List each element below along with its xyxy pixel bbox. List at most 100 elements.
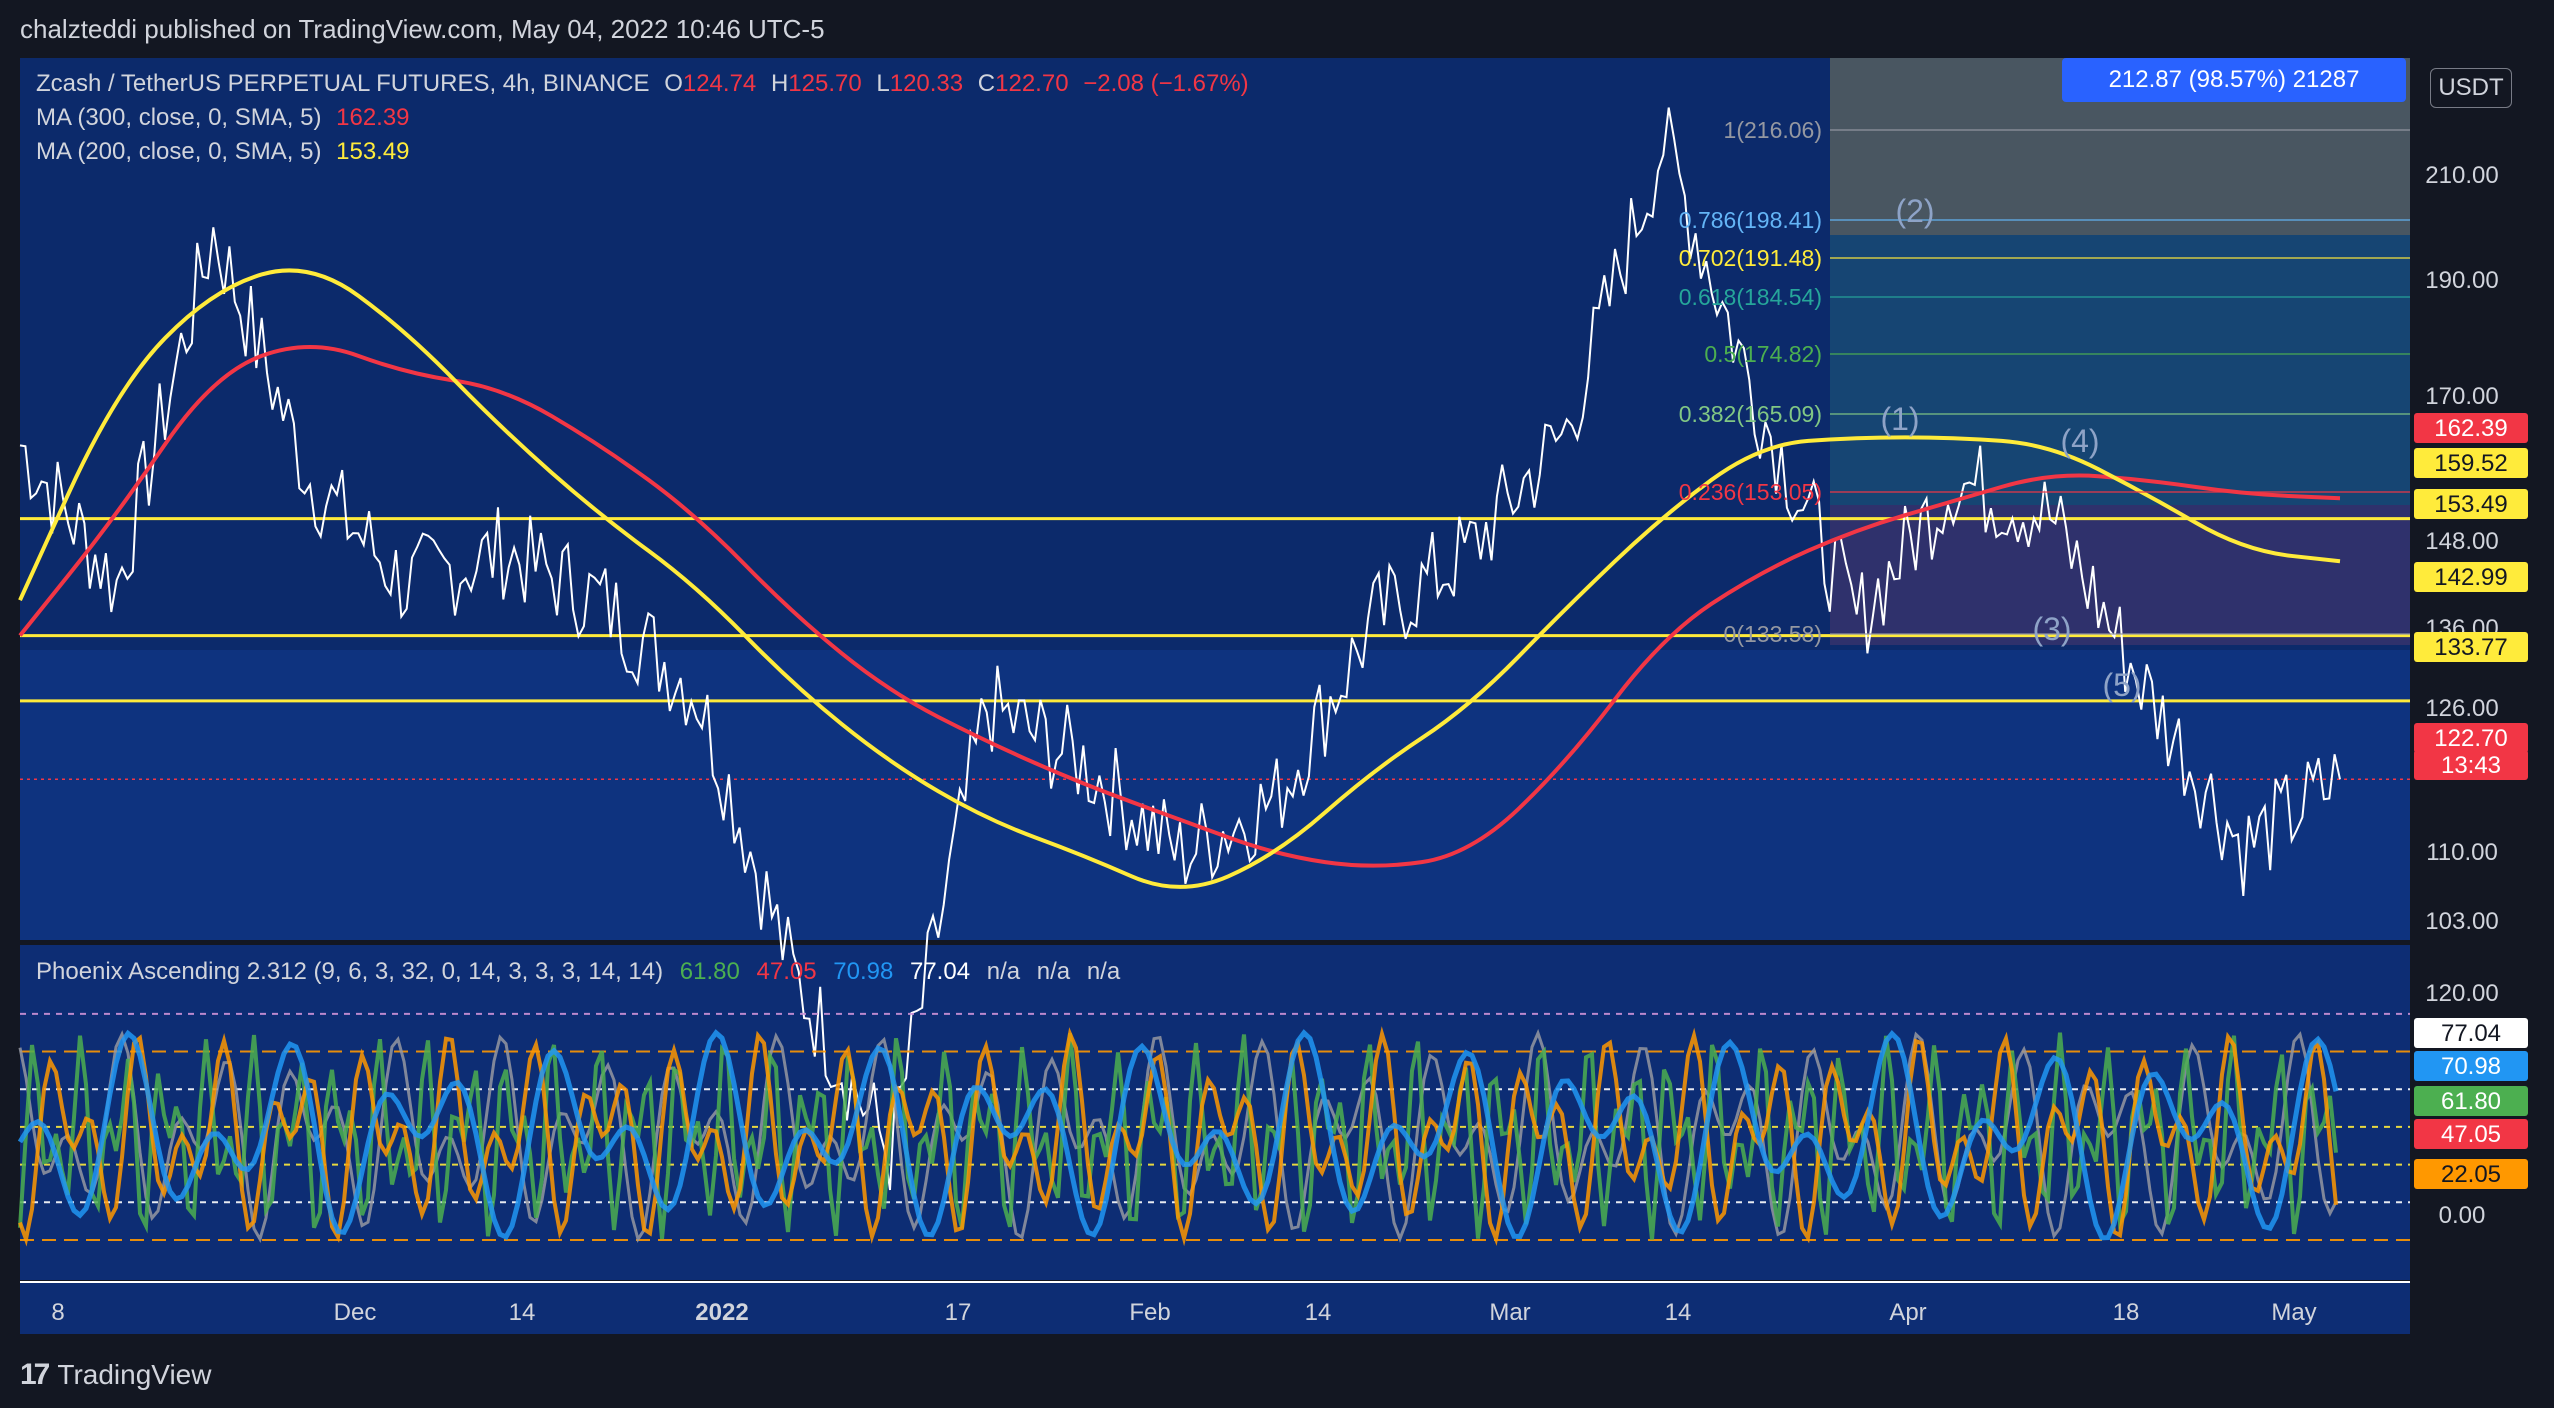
price-axis-badge — [2414, 632, 2528, 662]
oscillator-value-3: 70.98 — [833, 958, 894, 985]
tradingview-brand: TradingView — [57, 1359, 212, 1390]
oscillator-badge — [2414, 1159, 2528, 1189]
ma300-value: 162.39 — [336, 104, 410, 131]
fib-level-label: 0.382(165.09) — [1679, 401, 1822, 427]
oscillator-series[interactable] — [18, 1026, 2338, 1247]
fib-level-label: 0.702(191.48) — [1679, 245, 1822, 271]
ohlc-close: 122.70 — [995, 70, 1069, 97]
time-axis-label: Apr — [1889, 1299, 1926, 1326]
symbol-legend[interactable]: Zcash / TetherUS PERPETUAL FUTURES, 4h, … — [36, 70, 1257, 98]
ma200-legend[interactable]: MA (200, close, 0, SMA, 5) 153.49 — [36, 138, 418, 166]
fib-level-label: 1(216.06) — [1724, 117, 1822, 143]
price-axis-tick: 126.00 — [2425, 695, 2498, 722]
price-axis-tick: 103.00 — [2425, 908, 2498, 935]
ma200-line[interactable] — [18, 268, 2341, 889]
time-axis-label: May — [2271, 1299, 2316, 1326]
fib-level-label: 0(133.58) — [1724, 621, 1822, 647]
ohlc-open: 124.74 — [682, 70, 757, 97]
price-axis-tick: 148.00 — [2425, 528, 2498, 555]
wave-label: (4) — [2060, 423, 2099, 459]
oscillator-badge — [2414, 1051, 2528, 1081]
oscillator-badge-text: 61.80 — [2441, 1088, 2501, 1115]
oscillator-badge-text: 70.98 — [2441, 1053, 2501, 1080]
time-axis-label: 18 — [2113, 1299, 2140, 1326]
fib-zone-mid — [1830, 235, 2410, 505]
price-axis-badge-text: 159.52 — [2434, 450, 2507, 477]
divider — [20, 940, 2410, 945]
oscillator-badge-text: 22.05 — [2441, 1161, 2501, 1188]
time-axis-label: 14 — [509, 1299, 536, 1326]
ohlc-c-label: C — [977, 70, 996, 97]
tradingview-logo-icon: 17 — [20, 1358, 50, 1391]
wave-label: (3) — [2032, 611, 2071, 647]
symbol-title[interactable]: Zcash / TetherUS PERPETUAL FUTURES, 4h, … — [36, 70, 650, 97]
price-axis-badge-text: 13:43 — [2441, 752, 2501, 779]
price-axis-badge — [2414, 723, 2528, 753]
oscillator-axis-tick: 120.00 — [2425, 980, 2498, 1007]
oscillator-legend[interactable]: Phoenix Ascending 2.312 (9, 6, 3, 32, 0,… — [36, 958, 1130, 986]
price-series[interactable] — [19, 107, 2341, 1191]
ohlc-o-label: O — [664, 70, 683, 97]
price-pane-lower-band — [20, 650, 2410, 940]
fib-level-label: 0.236(153.05) — [1679, 479, 1822, 505]
measure-tooltip: 212.87 (98.57%) 21287 — [2062, 58, 2406, 102]
ohlc-change: −2.08 (−1.67%) — [1083, 70, 1249, 97]
price-axis-badge — [2414, 413, 2528, 443]
time-axis-label: 14 — [1305, 1299, 1332, 1326]
ohlc-l-label: L — [876, 70, 890, 97]
price-axis-tick: 190.00 — [2425, 267, 2498, 294]
oscillator-value-1: 61.80 — [679, 958, 740, 985]
ma300-legend[interactable]: MA (300, close, 0, SMA, 5) 162.39 — [36, 104, 418, 132]
ma300-label[interactable]: MA (300, close, 0, SMA, 5) — [36, 104, 322, 131]
oscillator-badge — [2414, 1086, 2528, 1116]
time-axis-label: 2022 — [695, 1299, 748, 1326]
price-axis-badge-text: 153.49 — [2434, 491, 2507, 518]
oscillator-badge-text: 47.05 — [2441, 1121, 2501, 1148]
time-axis-label: 14 — [1665, 1299, 1692, 1326]
time-axis-band — [20, 1282, 2410, 1334]
wave-label: (5) — [2102, 667, 2141, 703]
price-axis-badge — [2414, 448, 2528, 478]
oscillator-na-3: n/a — [1086, 958, 1121, 985]
oscillator-badge-text: 77.04 — [2441, 1020, 2501, 1047]
price-axis-badge-text: 133.77 — [2434, 634, 2507, 661]
footer — [0, 1340, 2554, 1408]
price-axis-badge-text: 122.70 — [2434, 725, 2507, 752]
price-axis-badge-text: 162.39 — [2434, 415, 2507, 442]
oscillator-na-2: n/a — [1036, 958, 1071, 985]
oscillator-badge — [2414, 1119, 2528, 1149]
price-axis-badge — [2414, 750, 2528, 780]
fib-level-label: 0.786(198.41) — [1679, 207, 1822, 233]
price-axis-badge-text: 142.99 — [2434, 564, 2507, 591]
ohlc-low: 120.33 — [889, 70, 964, 97]
oscillator-value-2: 47.05 — [756, 958, 817, 985]
price-axis-tick: 170.00 — [2425, 383, 2498, 410]
oscillator-badge — [2414, 1018, 2528, 1048]
wave-label: (1) — [1880, 401, 1919, 437]
time-axis-label: Mar — [1489, 1299, 1530, 1326]
price-axis-tick: 210.00 — [2425, 162, 2498, 189]
oscillator-title[interactable]: Phoenix Ascending 2.312 (9, 6, 3, 32, 0,… — [36, 958, 664, 985]
publisher-text: chalzteddi published on TradingView.com,… — [20, 14, 825, 44]
price-axis-badge — [2414, 489, 2528, 519]
currency-button[interactable]: USDT — [2430, 68, 2512, 108]
ma200-label[interactable]: MA (200, close, 0, SMA, 5) — [36, 138, 322, 165]
ohlc-high: 125.70 — [788, 70, 862, 97]
time-axis-label: 8 — [51, 1299, 64, 1326]
time-axis-label: 17 — [945, 1299, 972, 1326]
fib-level-label: 0.618(184.54) — [1679, 284, 1822, 310]
oscillator-series[interactable] — [17, 1029, 2339, 1241]
oscillator-value-4: 77.04 — [909, 958, 971, 985]
fib-level-label: 0.5(174.82) — [1704, 341, 1822, 367]
price-axis-tick: 110.00 — [2426, 839, 2498, 866]
time-axis-label: Dec — [334, 1299, 377, 1326]
ohlc-h-label: H — [770, 70, 789, 97]
publish-bar: chalzteddi published on TradingView.com,… — [0, 0, 2554, 58]
time-axis-label: Feb — [1129, 1299, 1170, 1326]
price-axis-badge — [2414, 562, 2528, 592]
oscillator-na-1: n/a — [986, 958, 1021, 985]
tradingview-logo[interactable]: 17 TradingView — [20, 1358, 211, 1392]
wave-label: (2) — [1895, 193, 1934, 229]
ma300-line[interactable] — [18, 345, 2341, 868]
